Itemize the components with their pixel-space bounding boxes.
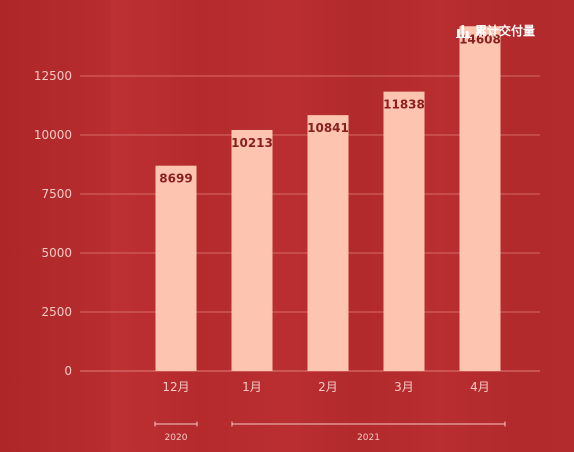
x-tick-label: 12月 [162, 380, 189, 394]
x-tick-label: 1月 [242, 380, 262, 394]
legend-label: 累计交付量 [475, 24, 536, 38]
y-tick-label: 0 [64, 364, 72, 378]
bar-value-label: 10841 [307, 121, 349, 135]
year-label: 2021 [357, 433, 380, 443]
y-tick-label: 10000 [34, 128, 72, 142]
y-tick-label: 12500 [34, 69, 72, 83]
y-tick-label: 5000 [41, 246, 72, 260]
year-label: 2020 [165, 433, 188, 443]
chart-legend: 累计交付量 [456, 22, 535, 39]
bar [307, 115, 349, 371]
bar-value-label: 14608 [459, 32, 501, 46]
x-tick-label: 4月 [470, 380, 490, 394]
bar [383, 91, 425, 371]
x-tick-label: 3月 [394, 380, 414, 394]
bar-chart-icon [456, 24, 472, 38]
bar-value-label: 10213 [231, 136, 273, 150]
bar-value-label: 11838 [383, 98, 425, 112]
y-tick-label: 2500 [41, 305, 72, 319]
bar-value-label: 8699 [159, 172, 192, 186]
bar [459, 26, 501, 372]
x-tick-label: 2月 [318, 380, 338, 394]
y-tick-label: 7500 [41, 187, 72, 201]
bar [155, 165, 197, 371]
bar [231, 129, 273, 371]
